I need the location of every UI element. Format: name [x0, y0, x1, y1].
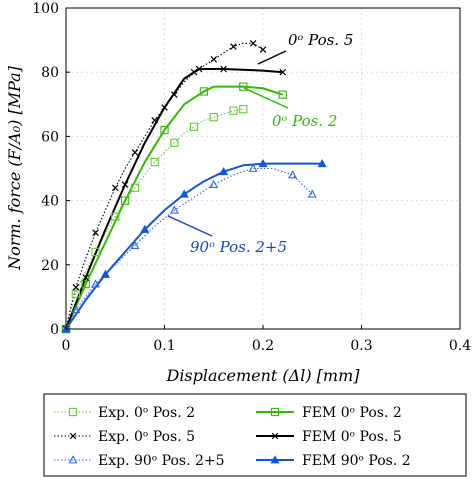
ticks: 0 0.1 0.2 0.3 0.4 0 20 40 60 80 100 [32, 1, 471, 354]
square-marker [160, 125, 169, 135]
x-marker [195, 65, 203, 73]
square-marker [81, 279, 90, 289]
triangle-marker [258, 158, 268, 168]
x-marker [259, 46, 267, 54]
y-tick-label: 40 [41, 194, 59, 210]
plot-lines [65, 42, 323, 330]
x-marker [69, 432, 77, 440]
triangle-marker [91, 279, 101, 288]
legend-label: Exp. 0ᵒ Pos. 2 [98, 405, 195, 421]
triangle-marker [219, 166, 229, 176]
x-tick-label: 0.2 [252, 338, 274, 354]
x-marker [271, 432, 279, 440]
y-tick-label: 20 [41, 258, 59, 274]
x-marker [171, 91, 178, 98]
square-marker [150, 157, 159, 167]
series-line-3 [65, 85, 284, 330]
square-marker [120, 196, 130, 205]
y-axis-label: Norm. force (F/A₀) [MPa] [5, 65, 24, 271]
annotation-label: 90ᵒ Pos. 2+5 [190, 238, 287, 256]
square-marker [189, 122, 199, 131]
annotation-label: 0ᵒ Pos. 5 [288, 31, 353, 49]
square-marker [130, 183, 140, 192]
x-axis-label: Displacement (Δl) [mm] [165, 366, 360, 385]
legend-label: Exp. 90ᵒ Pos. 2+5 [98, 453, 225, 469]
x-tick-label: 0.1 [153, 338, 175, 354]
x-marker [121, 181, 129, 188]
square-marker [71, 289, 80, 298]
square-marker [111, 212, 120, 221]
square-marker [199, 87, 209, 96]
annotation-pointer [243, 87, 289, 109]
annotation-pointer [257, 50, 287, 65]
y-tick-label: 60 [41, 129, 59, 145]
x-marker [230, 43, 237, 50]
triangle-marker [68, 455, 78, 464]
triangle-marker [100, 269, 110, 278]
x-marker [92, 229, 99, 237]
square-marker [239, 82, 248, 91]
square-marker [209, 112, 218, 122]
x-marker [72, 283, 80, 291]
x-tick-label: 0 [62, 338, 71, 354]
triangle-marker [317, 158, 327, 168]
y-tick-label: 80 [41, 65, 59, 81]
triangle-marker [288, 170, 298, 179]
x-tick-label: 0.4 [449, 338, 471, 354]
triangle-marker [209, 179, 219, 188]
x-marker [131, 149, 139, 156]
x-marker [220, 65, 227, 73]
markers [61, 40, 327, 334]
legend-label: FEM 90ᵒ Pos. 2 [302, 453, 411, 469]
square-marker [170, 138, 179, 147]
x-marker [210, 56, 218, 63]
triangle-marker [140, 224, 150, 233]
x-marker [190, 68, 198, 76]
x-marker [249, 40, 257, 47]
x-marker [111, 184, 119, 192]
annotations: 0ᵒ Pos. 5 0ᵒ Pos. 2 90ᵒ Pos. 2+5 [167, 31, 353, 256]
legend: Exp. 0ᵒ Pos. 2 Exp. 0ᵒ Pos. 5 Exp. 90ᵒ Pos… [54, 405, 411, 469]
y-tick-label: 100 [32, 1, 59, 17]
annotation-label: 0ᵒ Pos. 2 [272, 112, 337, 130]
series-line-0 [65, 108, 244, 330]
triangle-marker [179, 189, 189, 198]
legend-label: Exp. 0ᵒ Pos. 5 [98, 429, 195, 445]
x-tick-label: 0.3 [350, 338, 372, 354]
x-marker [161, 104, 168, 111]
triangle-marker [270, 455, 280, 464]
y-tick-label: 0 [50, 322, 59, 338]
triangle-marker [307, 189, 317, 198]
triangle-marker [169, 205, 179, 214]
x-marker [279, 68, 287, 76]
square-marker [239, 104, 248, 114]
legend-label: FEM 0ᵒ Pos. 5 [302, 429, 402, 445]
x-marker [82, 274, 90, 281]
triangle-marker [248, 163, 258, 172]
legend-label: FEM 0ᵒ Pos. 2 [302, 405, 402, 421]
triangle-marker [71, 305, 81, 314]
triangle-marker [130, 240, 140, 249]
square-marker [91, 247, 100, 257]
legend-box [43, 393, 467, 477]
x-marker [151, 117, 158, 124]
annotation-pointer [167, 215, 213, 237]
square-marker [68, 407, 78, 417]
series-line-4 [65, 67, 283, 330]
square-marker [278, 90, 287, 99]
square-marker [270, 407, 280, 417]
square-marker [229, 106, 238, 115]
